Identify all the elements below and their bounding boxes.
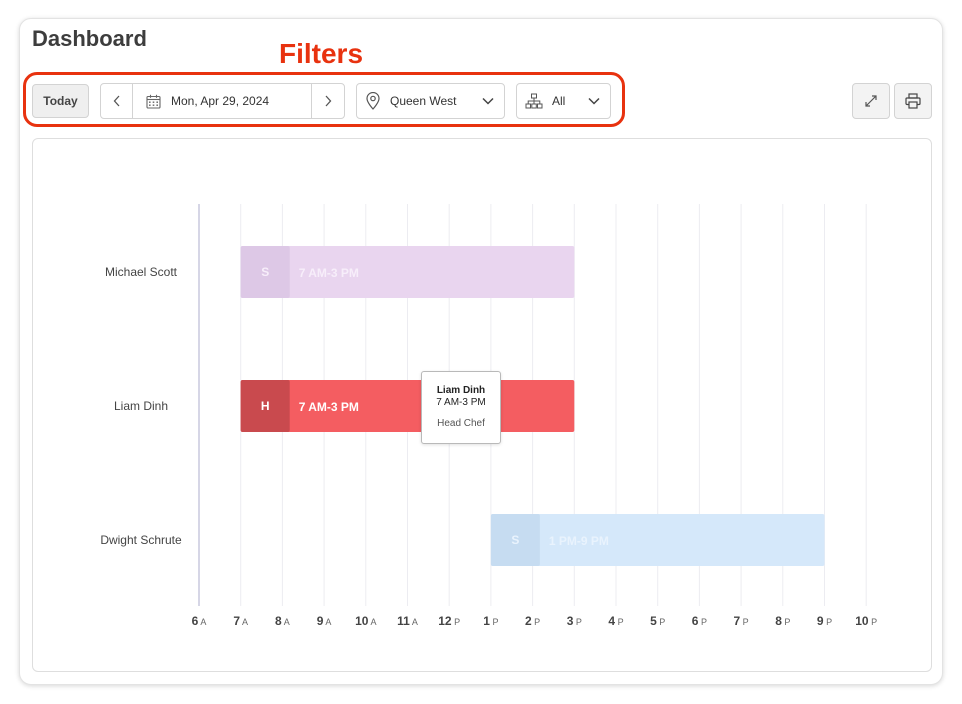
chevron-down-icon — [588, 97, 600, 105]
next-day-button[interactable] — [311, 84, 344, 118]
print-button[interactable] — [894, 83, 932, 119]
shift-tooltip: Liam Dinh 7 AM-3 PM Head Chef — [421, 371, 501, 444]
page-title: Dashboard — [32, 26, 147, 51]
calendar-icon — [146, 94, 161, 109]
x-tick-label: 1 P — [483, 614, 498, 628]
shift-time-label: 7 AM-3 PM — [299, 266, 359, 280]
x-tick-label: 12 P — [438, 614, 460, 628]
team-select-value: All — [552, 94, 566, 108]
date-picker[interactable]: Mon, Apr 29, 2024 — [133, 84, 312, 118]
shift-bar — [490, 514, 825, 566]
shift-time-label: 1 PM-9 PM — [549, 534, 609, 548]
x-tick-label: 5 P — [650, 614, 665, 628]
x-tick-label: 4 P — [608, 614, 623, 628]
shift-role-badge — [240, 380, 290, 432]
location-pin-icon — [366, 92, 380, 110]
date-value: Mon, Apr 29, 2024 — [171, 94, 270, 108]
x-tick-label: 8 P — [775, 614, 790, 628]
shift-role-badge — [240, 246, 290, 298]
chevron-left-icon — [113, 95, 119, 107]
date-navigator: Mon, Apr 29, 2024 — [100, 83, 345, 119]
tooltip-shift-time: 7 AM-3 PM — [436, 397, 486, 408]
x-tick-label: 7 P — [733, 614, 748, 628]
x-tick-label: 8 A — [275, 614, 290, 628]
shift-time-label: 7 AM-3 PM — [299, 400, 359, 414]
employee-name-label: Michael Scott — [105, 265, 178, 279]
x-tick-label: 7 A — [233, 614, 248, 628]
shift-role-badge — [490, 514, 540, 566]
shift-badge-letter: H — [261, 399, 270, 413]
shift-bar — [240, 380, 575, 432]
x-tick-label: 9 A — [317, 614, 332, 628]
chevron-right-icon — [325, 95, 332, 107]
today-button[interactable]: Today — [32, 84, 89, 118]
x-tick-label: 9 P — [817, 614, 832, 628]
tooltip-role: Head Chef — [437, 418, 485, 429]
employee-name-label: Dwight Schrute — [100, 533, 182, 547]
filters-annotation-label: Filters — [279, 38, 364, 69]
team-select[interactable]: All — [516, 83, 611, 119]
x-tick-label: 11 A — [397, 614, 418, 628]
printer-icon — [905, 93, 921, 109]
fullscreen-button[interactable] — [852, 83, 890, 119]
x-tick-label: 6 A — [192, 614, 207, 628]
tooltip-employee-name: Liam Dinh — [436, 385, 486, 396]
x-tick-label: 10 P — [855, 614, 877, 628]
employee-name-label: Liam Dinh — [114, 399, 168, 413]
expand-icon — [865, 95, 877, 107]
x-tick-label: 2 P — [525, 614, 540, 628]
shift-bar — [240, 246, 575, 298]
location-select-value: Queen West — [390, 94, 457, 108]
x-tick-label: 3 P — [567, 614, 582, 628]
org-chart-icon — [525, 93, 543, 109]
chevron-down-icon — [482, 97, 494, 105]
shift-badge-letter: S — [511, 533, 519, 547]
filters-annotation-outline — [23, 72, 625, 127]
x-tick-label: 6 P — [692, 614, 707, 628]
x-tick-label: 10 A — [355, 614, 376, 628]
shift-badge-letter: S — [261, 265, 269, 279]
location-select[interactable]: Queen West — [356, 83, 505, 119]
previous-day-button[interactable] — [101, 84, 133, 118]
